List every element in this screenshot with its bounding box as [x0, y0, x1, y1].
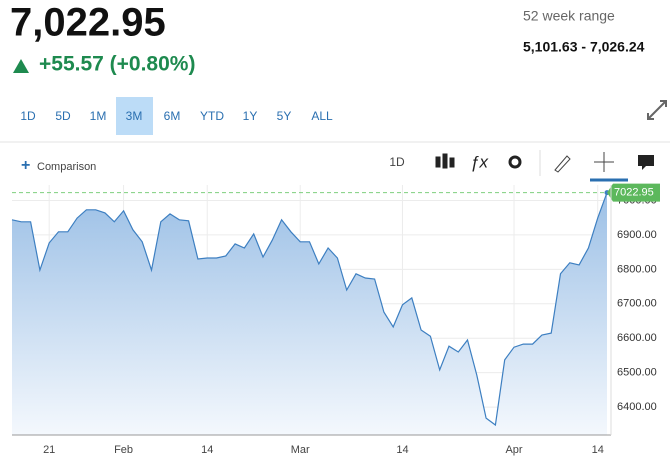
- x-tick-label: 14: [592, 444, 604, 456]
- range-button[interactable]: 3M: [126, 109, 143, 123]
- last-price-tag: [607, 183, 660, 202]
- plus-icon[interactable]: +: [21, 157, 30, 174]
- y-tick-label: 6900.00: [617, 229, 657, 241]
- draw-icon[interactable]: [554, 155, 571, 173]
- indicator-icon[interactable]: ƒx: [470, 152, 488, 171]
- x-tick-label: 14: [201, 444, 213, 456]
- range-button[interactable]: 5Y: [277, 109, 292, 123]
- expand-icon[interactable]: [647, 100, 667, 120]
- range-button[interactable]: 6M: [164, 109, 181, 123]
- price-change: +55.57 (+0.80%): [39, 53, 195, 76]
- x-tick-label: Mar: [291, 444, 310, 456]
- settings-icon[interactable]: [508, 155, 522, 169]
- interval-button[interactable]: 1D: [389, 155, 405, 169]
- last-price-label: 7022.95: [614, 186, 654, 198]
- price: 7,022.95: [10, 1, 166, 45]
- area: [12, 192, 607, 435]
- comparison-button[interactable]: Comparison: [37, 161, 96, 173]
- crosshair-icon[interactable]: [594, 152, 614, 172]
- range-button[interactable]: ALL: [311, 109, 333, 123]
- x-tick-label: Feb: [114, 444, 133, 456]
- x-tick-label: Apr: [505, 444, 522, 456]
- range-value: 5,101.63 - 7,026.24: [523, 39, 645, 55]
- y-tick-label: 6800.00: [617, 263, 657, 275]
- y-tick-label: 6500.00: [617, 367, 657, 379]
- range-button[interactable]: 1Y: [243, 109, 258, 123]
- y-tick-label: 6600.00: [617, 332, 657, 344]
- range-button[interactable]: YTD: [200, 109, 224, 123]
- range-button[interactable]: 5D: [55, 109, 71, 123]
- up-arrow: [13, 59, 29, 73]
- range-buttons: 1D 5D 1M 3M 6M YTD 1Y 5Y ALL: [20, 97, 333, 135]
- y-tick-label: 6400.00: [617, 401, 657, 413]
- chart: 6400.00 6500.00 6600.00 6700.00 6800.00 6900.…: [11, 183, 660, 456]
- x-tick-label: 21: [43, 444, 55, 456]
- candle-icon[interactable]: [435, 153, 455, 169]
- range-button[interactable]: 1D: [20, 109, 36, 123]
- y-tick-label: 6700.00: [617, 298, 657, 310]
- price-line: [11, 192, 608, 427]
- active-range: [116, 97, 153, 135]
- comment-icon[interactable]: [638, 155, 654, 170]
- x-tick-label: 14: [396, 444, 408, 456]
- range-label: 52 week range: [523, 8, 615, 24]
- range-button[interactable]: 1M: [90, 109, 107, 123]
